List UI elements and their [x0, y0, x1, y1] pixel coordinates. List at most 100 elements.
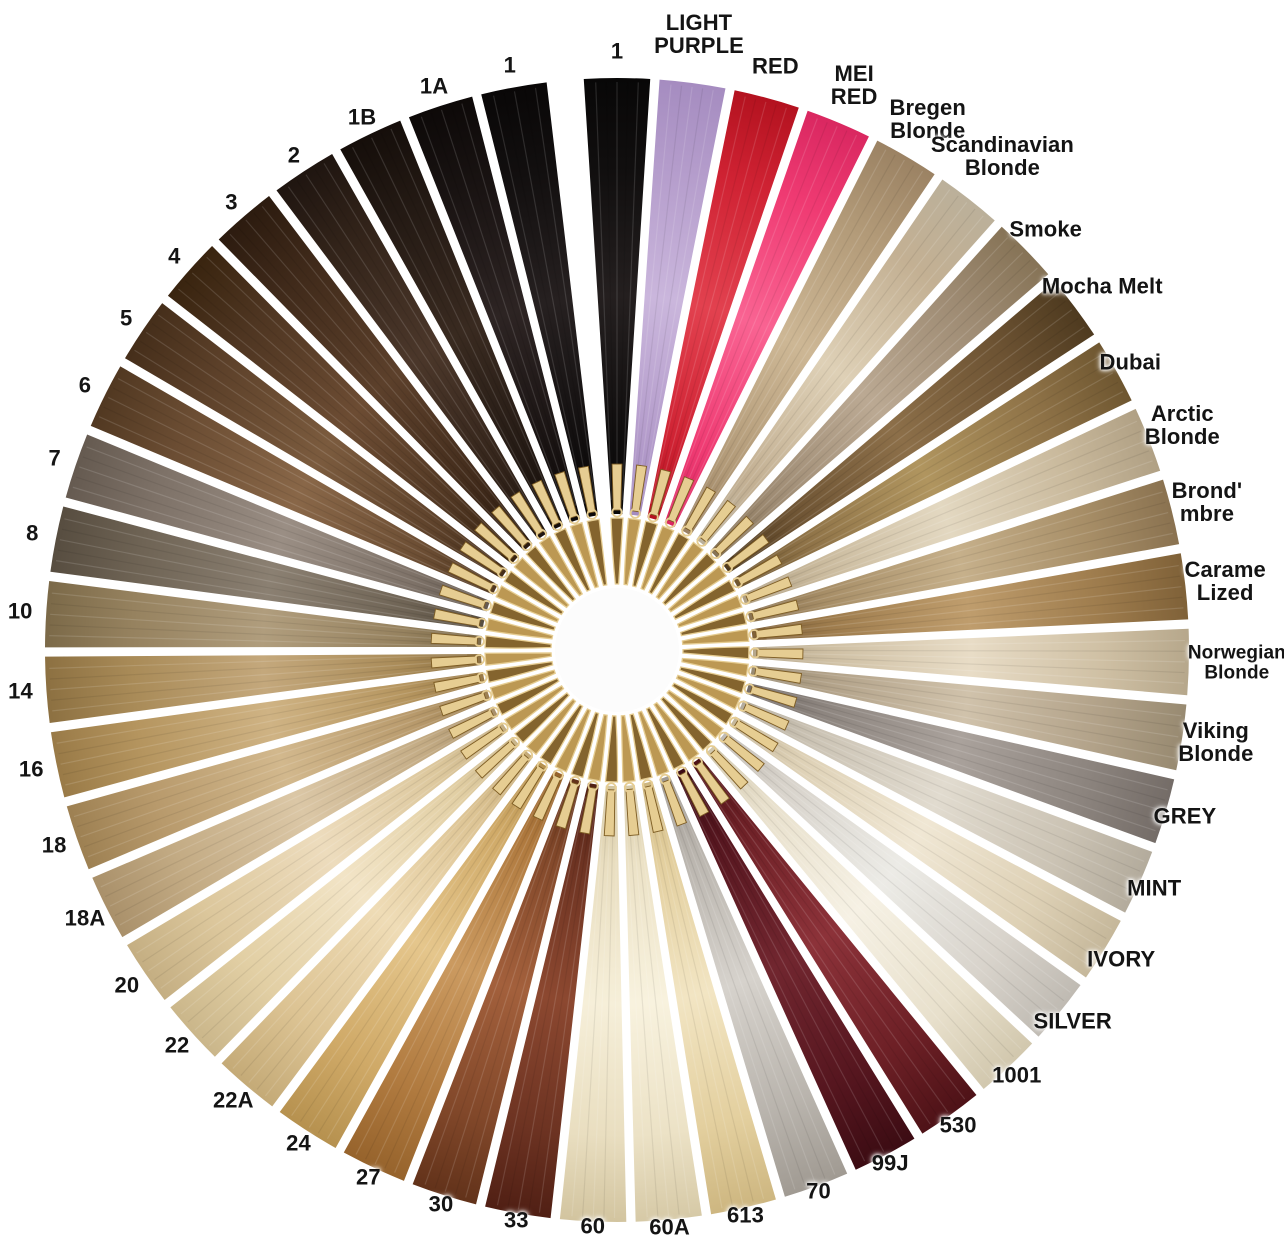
- swatch-label[interactable]: 18A: [64, 905, 106, 931]
- hair-swatch[interactable]: [706, 745, 1033, 1090]
- hair-swatch[interactable]: [718, 731, 1081, 1037]
- swatch-label[interactable]: 16: [18, 756, 44, 782]
- swatch-label[interactable]: Smoke: [1009, 216, 1082, 242]
- hair-swatch[interactable]: [583, 77, 651, 515]
- hair-swatch[interactable]: [664, 110, 869, 527]
- swatch-label[interactable]: MINT: [1127, 875, 1182, 901]
- swatch-label[interactable]: 5: [120, 305, 133, 331]
- hair-swatch[interactable]: [745, 683, 1175, 844]
- swatch-label[interactable]: 18: [41, 832, 67, 858]
- swatch-label[interactable]: 20: [114, 972, 140, 998]
- swatch-label[interactable]: 2: [287, 142, 301, 168]
- swatch-label[interactable]: Carame Lized: [1184, 556, 1266, 605]
- hair-swatch[interactable]: [65, 434, 491, 612]
- swatch-label[interactable]: GREY: [1153, 803, 1217, 829]
- hair-swatch[interactable]: [675, 767, 915, 1170]
- hair-swatch[interactable]: [738, 700, 1153, 913]
- swatch-label[interactable]: 7: [48, 445, 61, 471]
- hair-swatch[interactable]: [691, 757, 977, 1134]
- swatch-label[interactable]: 22: [164, 1032, 190, 1058]
- swatch-label[interactable]: 3: [225, 189, 238, 215]
- swatch-label[interactable]: Dubai: [1099, 349, 1162, 375]
- hair-swatch[interactable]: [343, 770, 565, 1181]
- swatch-label[interactable]: MEI RED: [830, 60, 878, 109]
- hair-swatch[interactable]: [45, 580, 482, 648]
- hair-swatch[interactable]: [710, 226, 1049, 559]
- hair-swatch[interactable]: [92, 706, 499, 938]
- swatch-label[interactable]: SILVER: [1033, 1008, 1112, 1034]
- swatch-label[interactable]: 60: [580, 1214, 606, 1240]
- hair-swatch[interactable]: [45, 654, 482, 723]
- swatch-label[interactable]: 70: [806, 1178, 831, 1204]
- hair-swatch[interactable]: [481, 82, 598, 518]
- hair-swatch[interactable]: [750, 665, 1187, 771]
- swatch-label[interactable]: 14: [8, 678, 33, 704]
- swatch-label[interactable]: 1001: [992, 1062, 1042, 1088]
- hair-swatch[interactable]: [485, 782, 599, 1219]
- hair-swatch[interactable]: [340, 120, 564, 530]
- hair-swatch[interactable]: [729, 716, 1121, 978]
- hair-striation: [291, 772, 532, 1116]
- hair-swatch[interactable]: [641, 781, 776, 1215]
- hair-swatch[interactable]: [559, 785, 627, 1222]
- swatch-label[interactable]: 1B: [347, 104, 377, 130]
- hair-swatch[interactable]: [741, 408, 1161, 606]
- swatch-label[interactable]: 33: [503, 1207, 529, 1233]
- hair-swatch[interactable]: [732, 342, 1132, 589]
- hair-swatch[interactable]: [722, 281, 1095, 573]
- hair-swatch[interactable]: [647, 90, 799, 521]
- swatch-label[interactable]: Mocha Melt: [1041, 273, 1163, 299]
- gold-ferrule: [438, 584, 487, 610]
- hair-swatch[interactable]: [125, 303, 508, 579]
- hair-swatch[interactable]: [50, 671, 485, 798]
- hair-swatch[interactable]: [747, 479, 1180, 623]
- hair-swatch[interactable]: [752, 628, 1190, 696]
- swatch-label[interactable]: Brond' mbre: [1171, 478, 1243, 526]
- swatch-label[interactable]: 1: [503, 52, 516, 78]
- hair-swatch[interactable]: [218, 196, 533, 551]
- hair-swatch[interactable]: [408, 96, 581, 523]
- hair-swatch[interactable]: [629, 79, 726, 517]
- swatch-label[interactable]: 60A: [649, 1214, 690, 1240]
- hair-swatch[interactable]: [170, 736, 520, 1057]
- swatch-label[interactable]: 24: [286, 1130, 311, 1156]
- hair-swatch[interactable]: [276, 153, 548, 540]
- hair-swatch[interactable]: [221, 749, 534, 1107]
- swatch-label[interactable]: 8: [26, 520, 39, 546]
- swatch-label[interactable]: 1: [610, 38, 624, 64]
- hair-swatch[interactable]: [696, 179, 995, 547]
- swatch-label[interactable]: 27: [356, 1164, 381, 1190]
- swatch-label[interactable]: IVORY: [1087, 946, 1156, 972]
- swatch-label[interactable]: Scandinavian Blonde: [930, 131, 1074, 180]
- hair-swatch[interactable]: [751, 553, 1189, 641]
- swatch-label[interactable]: 1A: [419, 73, 449, 99]
- swatch-label[interactable]: 10: [7, 599, 33, 624]
- swatch-label[interactable]: 613: [726, 1202, 764, 1228]
- swatch-label[interactable]: Viking Blonde: [1178, 717, 1254, 766]
- swatch-label[interactable]: 6: [78, 372, 92, 398]
- swatch-label[interactable]: LIGHT PURPLE: [654, 10, 744, 59]
- swatch-label[interactable]: 530: [939, 1113, 977, 1139]
- swatch-label[interactable]: Norwegian Blonde: [1187, 642, 1284, 683]
- hair-swatch[interactable]: [66, 689, 491, 870]
- hair-swatch[interactable]: [659, 775, 848, 1197]
- hair-swatch[interactable]: [681, 140, 935, 536]
- hair-swatch[interactable]: [127, 722, 508, 1001]
- hair-swatch[interactable]: [279, 761, 548, 1149]
- hair-striation: [287, 186, 531, 529]
- swatch-label[interactable]: Bregen Blonde: [889, 95, 966, 144]
- swatch-label[interactable]: 30: [428, 1191, 454, 1217]
- hair-swatch[interactable]: [412, 777, 582, 1205]
- hair-striation: [72, 486, 474, 608]
- swatch-label[interactable]: 22A: [212, 1087, 254, 1113]
- swatch-label[interactable]: RED: [751, 53, 799, 79]
- swatch-label[interactable]: 4: [168, 243, 181, 269]
- swatch-label[interactable]: Arctic Blonde: [1144, 401, 1220, 450]
- swatch-label[interactable]: 99J: [871, 1150, 909, 1176]
- hair-striation: [723, 252, 1024, 546]
- hair-swatch[interactable]: [167, 246, 520, 564]
- hair-swatch[interactable]: [623, 784, 702, 1222]
- hair-striation: [57, 549, 470, 625]
- hair-swatch[interactable]: [50, 506, 485, 629]
- hair-swatch[interactable]: [90, 366, 498, 595]
